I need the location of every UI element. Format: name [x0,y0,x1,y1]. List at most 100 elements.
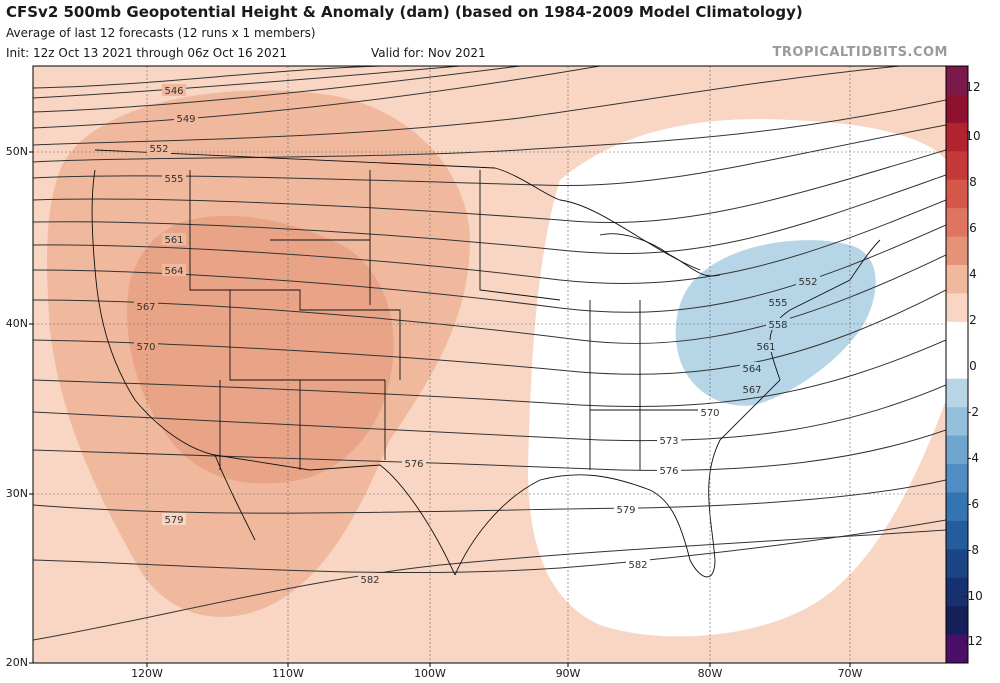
lon-label-100w: 100W [414,667,446,680]
svg-text:579: 579 [616,505,635,516]
colorbar-segment [946,464,968,493]
svg-text:555: 555 [164,174,183,185]
lon-label-120w: 120W [131,667,163,680]
contour-label-546: 546 [162,84,186,97]
svg-text:567: 567 [742,385,761,396]
contour-label-573: 573 [657,434,681,447]
valid-time: Valid for: Nov 2021 [371,46,486,60]
contour-label-564: 564 [162,264,186,277]
contour-label-552: 552 [147,142,171,155]
contour-label-text: 546 [164,86,183,97]
colorbar-segment [946,520,968,550]
contour-label-579-east: 579 [614,503,638,516]
contour-label-567-east: 567 [740,383,764,396]
contour-label-582-east: 582 [626,558,650,571]
colorbar-label: -12 [963,634,983,648]
contour-label-555: 555 [162,172,186,185]
lon-label-70w: 70W [837,667,863,680]
svg-text:573: 573 [659,436,678,447]
colorbar-label: 10 [965,129,981,143]
colorbar-segment [946,634,968,664]
contour-label-564-east: 564 [740,362,764,375]
svg-text:564: 564 [164,266,183,277]
colorbar-label: -6 [967,497,979,511]
contour-label-570: 570 [134,340,158,353]
colorbar-label: -4 [967,451,979,465]
svg-text:564: 564 [742,364,761,375]
svg-text:570: 570 [136,342,155,353]
colorbar-segment [946,151,968,181]
lon-label-110w: 110W [272,667,304,680]
contour-label-549: 549 [174,112,198,125]
svg-text:579: 579 [164,515,183,526]
colorbar [945,65,969,664]
map-title: CFSv2 500mb Geopotential Height & Anomal… [6,3,803,21]
contour-label-555-east: 555 [766,296,790,309]
colorbar-label: 2 [969,313,977,327]
svg-text:576: 576 [404,459,423,470]
colorbar-label: 6 [969,221,977,235]
great-lakes [599,233,721,277]
contour-label-576: 576 [402,457,426,470]
gulf-coastline [454,379,781,578]
positive-anomaly-core [126,215,394,484]
svg-text:570: 570 [700,408,719,419]
colorbar-segment [946,549,968,579]
colorbar-segment [946,293,968,323]
svg-text:582: 582 [360,575,379,586]
lon-label-80w: 80W [697,667,723,680]
contour-label-561-east: 561 [754,340,778,353]
svg-text:549: 549 [176,114,195,125]
svg-text:576: 576 [659,466,678,477]
colorbar-segment [946,208,968,238]
lat-label-40n: 40N [5,317,28,330]
colorbar-segment [946,435,968,465]
colorbar-segment [946,407,968,437]
contour-label-558-east: 558 [766,318,790,331]
lat-label-30n: 30N [5,487,28,500]
contour-label-582: 582 [358,573,382,586]
colorbar-label: 8 [969,175,977,189]
contour-label-576-east: 576 [657,464,681,477]
colorbar-label: 12 [965,80,981,94]
svg-text:552: 552 [798,277,817,288]
colorbar-label: -8 [967,543,979,557]
state-lines [189,170,700,470]
colorbar-segment [946,122,968,152]
colorbar-label: 4 [969,267,977,281]
canada-border [94,149,701,271]
colorbar-segment [946,378,968,408]
colorbar-label: -10 [963,589,983,603]
colorbar-label: 0 [969,359,977,373]
colorbar-segment [946,321,968,351]
svg-text:555: 555 [768,298,787,309]
contour-label-570-east: 570 [698,406,722,419]
colorbar-segment [946,66,968,95]
contour-label-561: 561 [162,233,186,246]
contour-label-579: 579 [162,513,186,526]
site-credit: TROPICALTIDBITS.COM [772,45,948,60]
colorbar-label: -2 [967,405,979,419]
colorbar-segment [946,492,968,522]
colorbar-segment [946,265,968,294]
west-coastline [91,169,256,541]
svg-text:567: 567 [136,302,155,313]
lat-label-20n: 20N [5,656,28,669]
contour-label-552-east: 552 [796,275,820,288]
svg-text:561: 561 [164,235,183,246]
colorbar-segment [946,179,968,209]
svg-text:552: 552 [149,144,168,155]
lat-label-50n: 50N [5,145,28,158]
colorbar-segment [946,236,968,266]
contour-label-567: 567 [134,300,158,313]
map-subtitle: Average of last 12 forecasts (12 runs x … [6,26,316,40]
colorbar-frame [945,65,969,664]
svg-text:582: 582 [628,560,647,571]
svg-text:561: 561 [756,342,775,353]
colorbar-segment [946,94,968,124]
colorbar-segment [946,606,968,636]
svg-text:558: 558 [768,320,787,331]
colorbar-segment [946,350,968,380]
mexico-border [214,454,456,576]
